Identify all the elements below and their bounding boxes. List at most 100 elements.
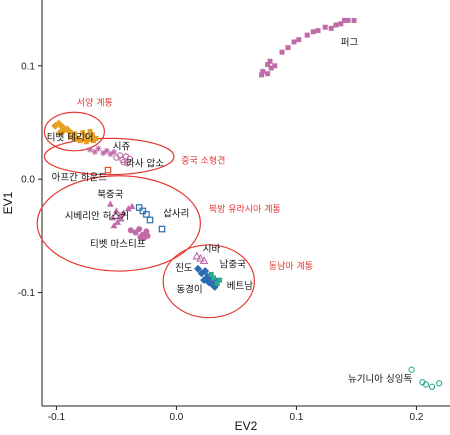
- data-point: [408, 366, 415, 373]
- x-tick-label: -0.1: [48, 412, 66, 423]
- data-point: [73, 136, 79, 142]
- data-point: [117, 215, 125, 222]
- data-point: [436, 380, 443, 387]
- data-point: [338, 21, 344, 27]
- annotation-label: 뉴기니아 싱잉독: [348, 373, 412, 385]
- annotation-label: 시베리안 허스키: [65, 211, 129, 222]
- annotation-label: 남중국: [220, 260, 246, 271]
- annotation-label: 진도: [175, 263, 193, 274]
- data-point: [279, 49, 285, 55]
- data-point: [214, 281, 220, 287]
- data-point: [217, 277, 223, 283]
- data-point: [91, 148, 98, 155]
- data-point: [91, 138, 97, 144]
- annotation-label: 라사 압소: [126, 158, 164, 170]
- data-point: [114, 218, 121, 225]
- data-point: [259, 72, 265, 78]
- data-point: [310, 29, 316, 35]
- data-point: [111, 148, 117, 155]
- points-layer: [51, 17, 443, 390]
- data-point: [71, 131, 77, 137]
- x-tick-label: 0.0: [169, 412, 183, 423]
- data-point: [128, 202, 136, 210]
- data-point: [158, 225, 166, 233]
- data-point: [120, 159, 127, 166]
- x-tick-label: 0.2: [409, 412, 423, 423]
- cluster-ellipse: [36, 175, 202, 272]
- data-point: [107, 151, 114, 158]
- data-point: [265, 71, 271, 77]
- data-point: [146, 216, 154, 224]
- data-point: [199, 256, 209, 264]
- data-point: [333, 22, 339, 28]
- data-point: [120, 209, 127, 216]
- data-point: [345, 17, 351, 23]
- annotation-label: 티벳 테리어: [47, 133, 94, 144]
- annotation-label: 시쥬: [113, 142, 131, 153]
- data-point: [201, 267, 210, 275]
- data-point: [103, 147, 110, 154]
- data-point: [265, 62, 271, 68]
- data-point: [82, 133, 88, 139]
- data-point: [83, 139, 89, 145]
- annotation-label: 삽사리: [163, 209, 189, 220]
- data-point: [315, 28, 321, 34]
- data-point: [139, 207, 147, 215]
- data-point: [304, 32, 310, 38]
- data-point: [135, 204, 143, 211]
- data-point: [89, 132, 95, 138]
- data-point: [272, 63, 278, 69]
- data-point: [113, 207, 120, 214]
- annotation-label: 동경이: [176, 284, 202, 296]
- cluster-ellipse: [162, 244, 256, 319]
- data-point: [136, 226, 143, 233]
- cluster-ellipse: [43, 111, 106, 152]
- data-point: [351, 17, 357, 23]
- data-point: [211, 275, 217, 281]
- data-point: [208, 271, 214, 277]
- data-point: [143, 211, 150, 218]
- data-point: [260, 68, 266, 74]
- data-point: [56, 128, 64, 137]
- cluster-ellipse: [43, 137, 175, 176]
- annotation-label: 시바: [203, 244, 221, 255]
- y-tick-label: 0.0: [21, 175, 35, 186]
- data-point: [124, 160, 131, 167]
- data-point: [127, 227, 134, 234]
- data-point: [296, 37, 302, 43]
- data-point: [422, 381, 430, 388]
- y-tick-label: 0.1: [21, 61, 35, 72]
- annotation-label: 아프간 하운드: [52, 171, 108, 183]
- y-axis-title: EV1: [1, 191, 15, 214]
- data-point: [144, 232, 151, 239]
- data-point: [285, 45, 291, 51]
- data-point: [80, 130, 86, 136]
- data-point: [87, 129, 93, 135]
- ellipses-layer: [36, 111, 256, 319]
- data-point: [268, 65, 274, 71]
- annotation-label: 북중국: [97, 189, 123, 200]
- annotation-label: 베트남: [227, 281, 253, 292]
- data-point: [428, 383, 436, 390]
- data-point: [125, 205, 132, 212]
- data-point: [192, 251, 202, 260]
- data-point: [68, 134, 74, 140]
- annotation-label: 퍼그: [341, 37, 359, 48]
- data-point: [95, 145, 102, 152]
- data-point: [322, 24, 328, 30]
- data-point: [196, 253, 205, 262]
- annotation-label: 티벳 마스티프: [90, 239, 146, 250]
- data-point: [104, 166, 112, 174]
- data-point: [87, 146, 93, 153]
- x-tick-label: 0.1: [289, 412, 303, 423]
- data-point: [341, 17, 347, 23]
- x-axis-title: EV2: [235, 419, 258, 433]
- data-point: [291, 39, 297, 45]
- data-point: [267, 58, 273, 64]
- data-point: [109, 214, 117, 221]
- annotation-label: 중국 소형견: [181, 154, 225, 166]
- data-point: [143, 228, 150, 235]
